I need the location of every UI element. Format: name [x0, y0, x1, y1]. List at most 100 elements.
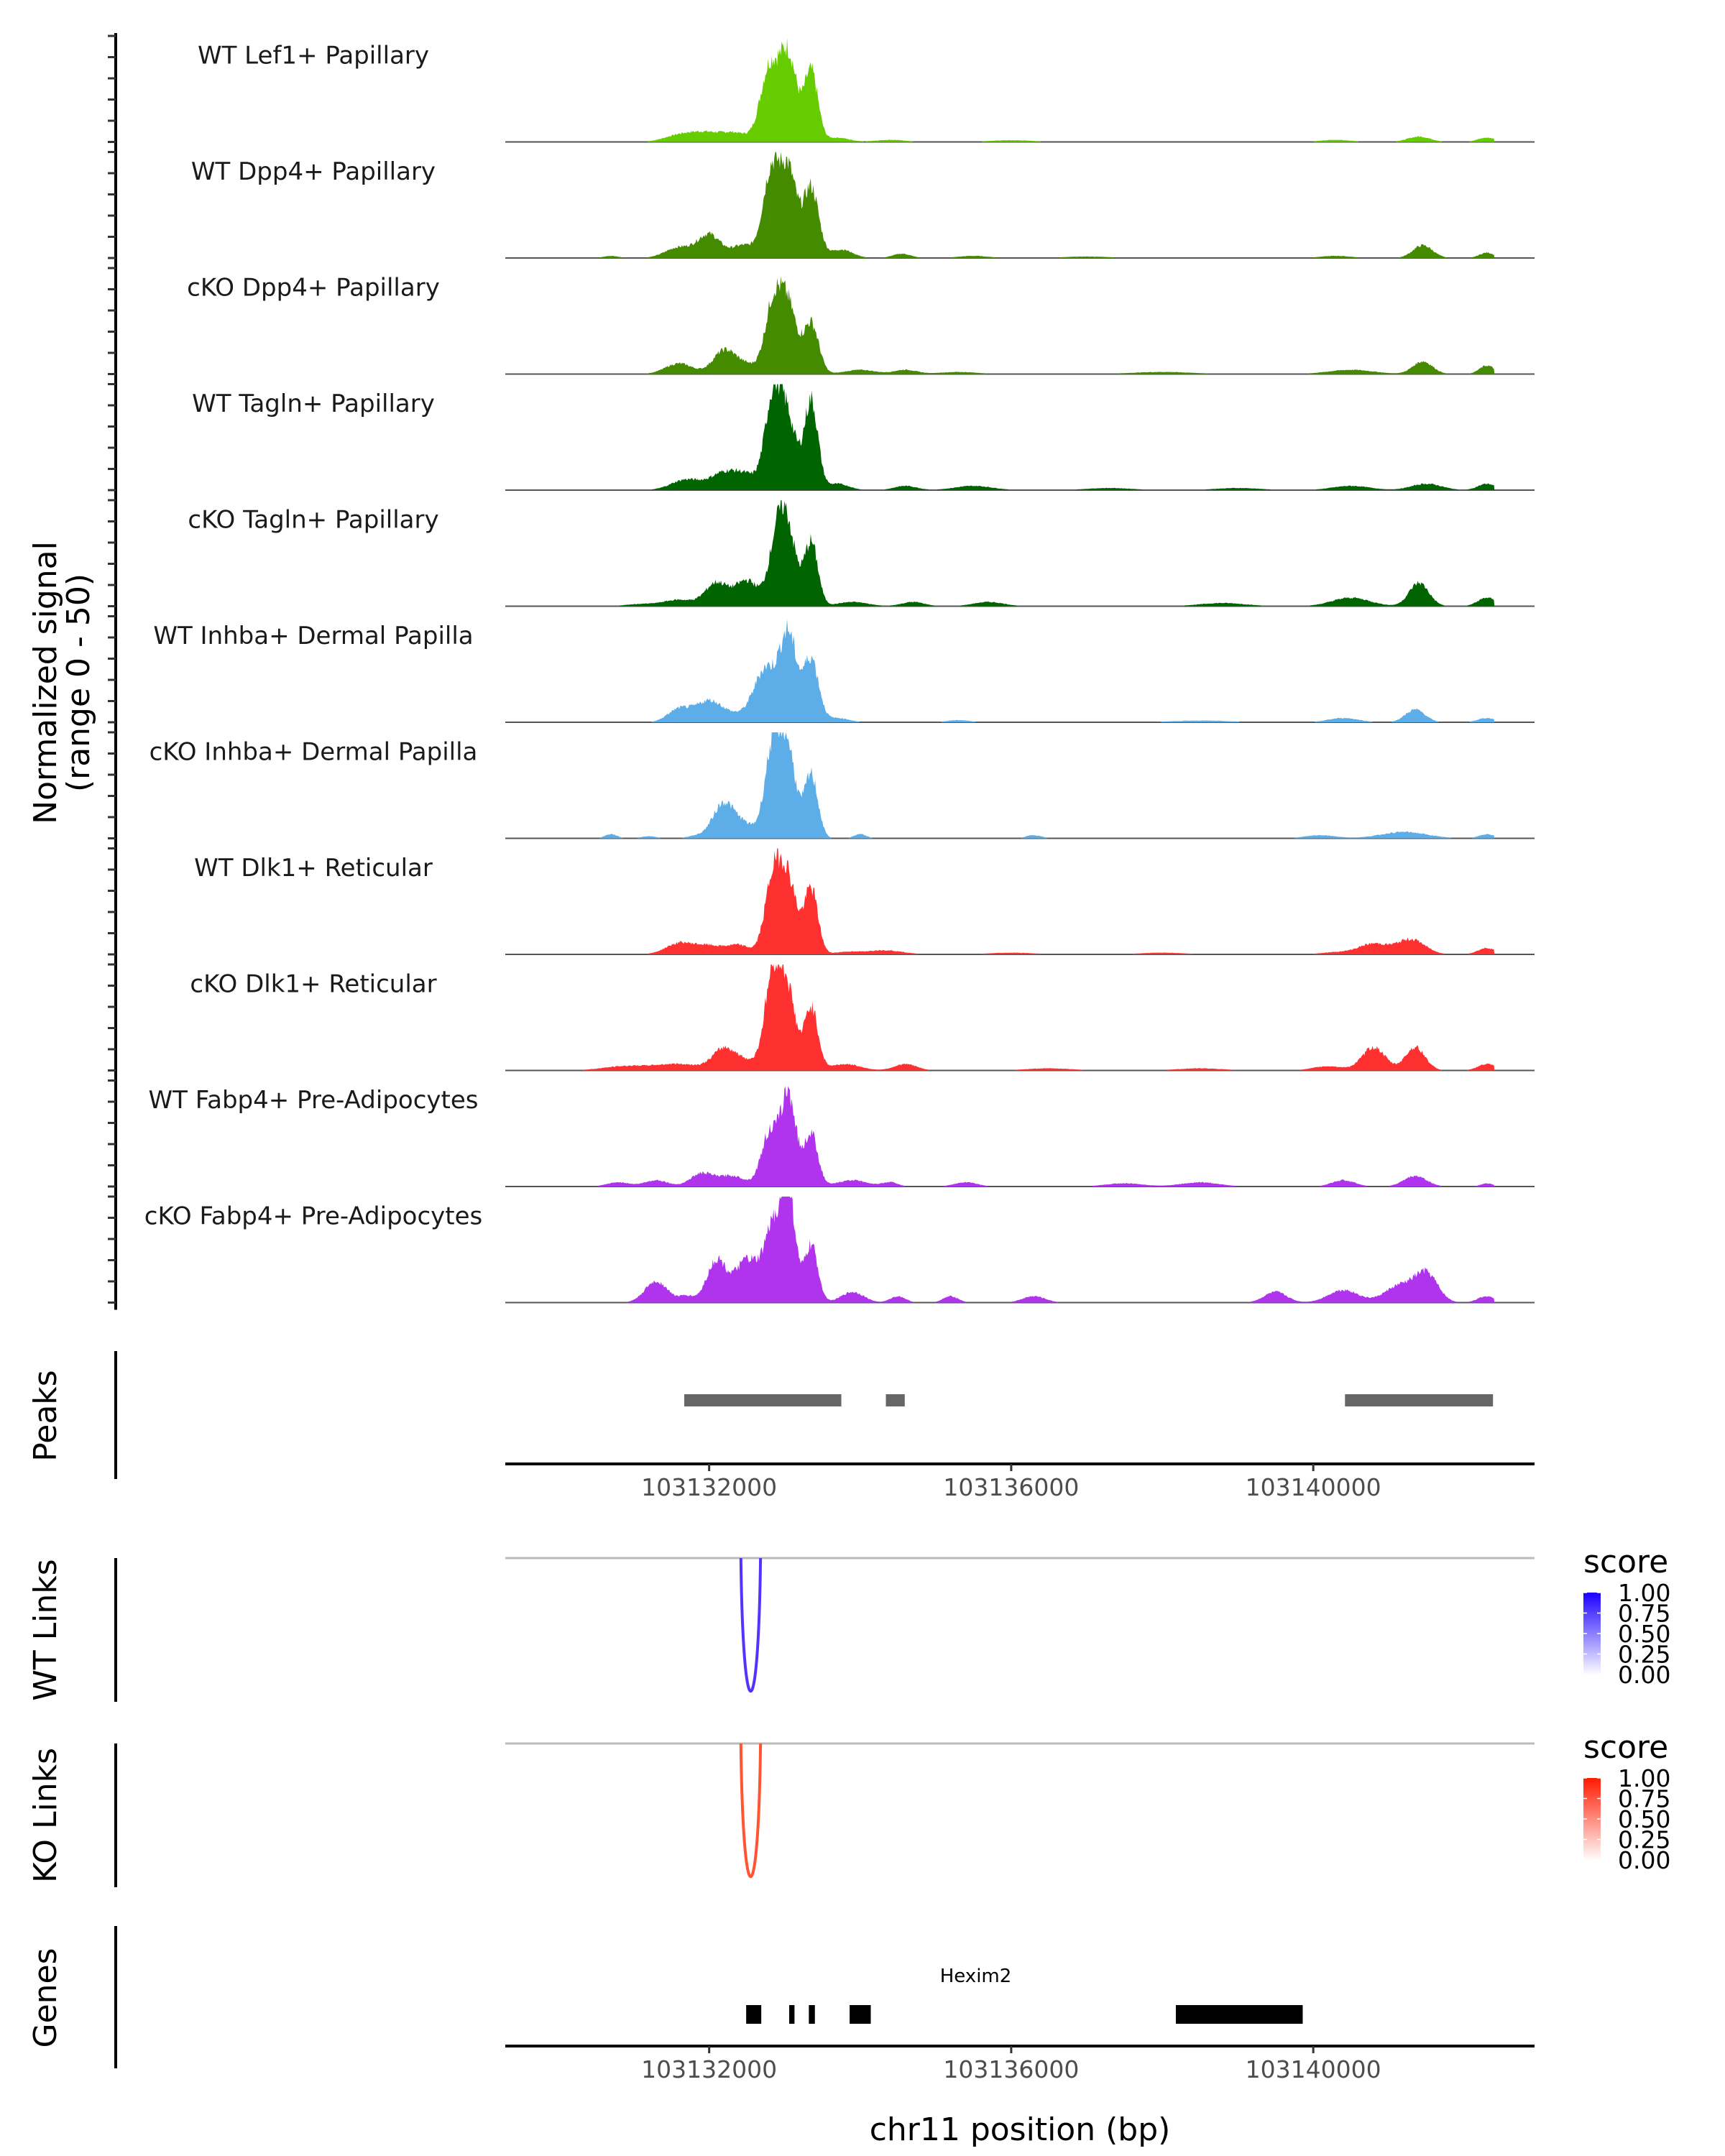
y-axis-title-line2: (range 0 - 50) — [60, 573, 97, 792]
coverage-track: cKO Dlk1+ Reticular — [190, 964, 1535, 1072]
legend-title: score — [1583, 1544, 1668, 1580]
strand-arrow-icon — [1003, 2008, 1010, 2021]
coverage-area — [573, 619, 1495, 722]
x-axis-tick-label: 103132000 — [641, 2055, 777, 2083]
legend-tick-label: 0.00 — [1618, 1846, 1670, 1874]
coverage-track-label: WT Tagln+ Papillary — [192, 390, 435, 418]
strand-arrow-icon — [1064, 2008, 1070, 2021]
coverage-track-label: cKO Inhba+ Dermal Papilla — [150, 737, 478, 766]
peak-region — [886, 1394, 905, 1406]
coverage-area — [573, 732, 1495, 839]
coverage-area — [573, 848, 1495, 954]
y-axis-title-line1: Normalized signal — [27, 541, 64, 824]
peak-region — [684, 1394, 842, 1406]
coverage-track: WT Dlk1+ Reticular — [194, 848, 1535, 955]
legend-tick-label: 1.00 — [1618, 1579, 1670, 1607]
coverage-track-label: cKO Dpp4+ Papillary — [187, 273, 440, 302]
gene-exon — [789, 2005, 795, 2024]
x-axis-tick-label: 103132000 — [641, 1473, 777, 1501]
coverage-track-label: WT Inhba+ Dermal Papilla — [153, 622, 473, 650]
x-axis-tick-label: 103136000 — [943, 1473, 1079, 1501]
strand-arrow-icon — [1024, 2008, 1030, 2021]
coverage-area — [573, 276, 1495, 374]
gene-exon — [850, 2005, 871, 2024]
strand-arrow-icon — [963, 2008, 970, 2021]
legend-tick-label: 0.50 — [1618, 1805, 1670, 1833]
coverage-area — [573, 964, 1495, 1071]
coverage-tracks: WT Lef1+ Papillary WT Dpp4+ Papillary cKO … — [144, 37, 1535, 1304]
strand-arrow-icon — [883, 2008, 889, 2021]
coverage-track-label: cKO Fabp4+ Pre-Adipocytes — [144, 1202, 483, 1230]
legend-tick-label: 0.25 — [1618, 1641, 1670, 1669]
strand-arrow-icon — [782, 2008, 788, 2021]
strand-arrow-icon — [983, 2008, 990, 2021]
x-axis-title: chr11 position (bp) — [870, 2111, 1171, 2148]
coverage-track-label: WT Fabp4+ Pre-Adipocytes — [149, 1086, 479, 1115]
coverage-track-label: cKO Tagln+ Papillary — [188, 505, 438, 534]
coverage-area — [573, 1197, 1495, 1303]
strand-arrow-icon — [1104, 2008, 1110, 2021]
peaks-track-label: Peaks — [27, 1370, 64, 1461]
gene-exon — [809, 2005, 815, 2024]
legend-tick-label: 1.00 — [1618, 1764, 1670, 1792]
legend-tick-label: 0.75 — [1618, 1785, 1670, 1813]
coverage-area — [573, 500, 1495, 607]
coverage-track: WT Inhba+ Dermal Papilla — [153, 619, 1535, 723]
genes-track-label: Genes — [27, 1948, 64, 2047]
coverage-track: WT Tagln+ Papillary — [192, 384, 1535, 491]
links-track-label: KO Links — [27, 1748, 64, 1883]
strand-arrow-icon — [1044, 2008, 1050, 2021]
strand-arrow-icon — [903, 2008, 909, 2021]
gene-exon — [746, 2005, 762, 2024]
strand-arrow-icon — [943, 2008, 949, 2021]
gene-model: Hexim2 — [746, 1966, 1303, 2024]
coverage-track: cKO Fabp4+ Pre-Adipocytes — [144, 1197, 1535, 1304]
coverage-track: WT Dpp4+ Papillary — [191, 152, 1535, 259]
legend-tick-label: 0.25 — [1618, 1826, 1670, 1854]
legend-tick-label: 0.75 — [1618, 1600, 1670, 1628]
coverage-track-label: WT Lef1+ Papillary — [198, 41, 429, 70]
strand-arrow-icon — [842, 2008, 849, 2021]
coverage-track-label: WT Dlk1+ Reticular — [194, 854, 433, 883]
link-arc — [739, 1557, 763, 1692]
peak-region — [1345, 1394, 1494, 1406]
legend-tick-label: 0.50 — [1618, 1620, 1670, 1648]
coverage-track: cKO Inhba+ Dermal Papilla — [150, 732, 1535, 839]
coverage-track-label: cKO Dlk1+ Reticular — [190, 969, 436, 998]
x-axis-tick-label: 103140000 — [1246, 2055, 1381, 2083]
strand-arrow-icon — [1144, 2008, 1151, 2021]
coverage-area — [573, 152, 1495, 258]
coverage-area — [573, 384, 1495, 490]
coverage-area — [573, 37, 1495, 142]
coverage-track: cKO Dpp4+ Papillary — [187, 273, 1535, 375]
coverage-y-axis-title: Normalized signal (range 0 - 50) — [27, 541, 97, 824]
coverage-area — [573, 1086, 1495, 1187]
strand-arrow-icon — [923, 2008, 929, 2021]
x-axis-lower: 103132000 103136000 103140000 — [505, 2045, 1535, 2083]
link-arc — [739, 1743, 763, 1878]
legend-title: score — [1583, 1729, 1668, 1766]
strand-arrow-icon — [1084, 2008, 1090, 2021]
coverage-track: WT Fabp4+ Pre-Adipocytes — [149, 1086, 1535, 1187]
strand-arrow-icon — [1164, 2008, 1171, 2021]
x-axis-tick-label: 103140000 — [1246, 1473, 1381, 1501]
x-axis-upper: 103132000 103136000 103140000 — [505, 1462, 1535, 1501]
genes-track: Genes Hexim2 — [27, 1926, 1303, 2068]
strand-arrow-icon — [1124, 2008, 1131, 2021]
strand-arrow-icon — [822, 2008, 829, 2021]
links-track-label: WT Links — [27, 1559, 64, 1700]
strand-arrow-icon — [762, 2008, 768, 2021]
coverage-track: cKO Tagln+ Papillary — [188, 500, 1535, 607]
gene-exon — [1175, 2005, 1303, 2024]
peaks-track: Peaks — [27, 1351, 1494, 1479]
x-axis-tick-label: 103136000 — [943, 2055, 1079, 2083]
coverage-track: WT Lef1+ Papillary — [198, 37, 1535, 143]
legend-tick-label: 0.00 — [1618, 1661, 1670, 1689]
coverage-track-label: WT Dpp4+ Papillary — [191, 157, 436, 186]
